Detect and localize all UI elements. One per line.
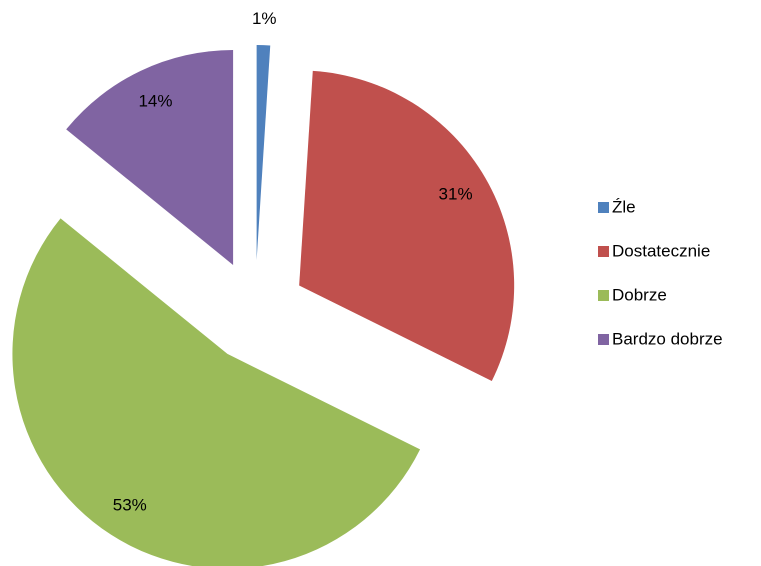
legend-label: Dobrze	[612, 285, 667, 304]
legend-swatch	[598, 246, 609, 257]
legend-swatch	[598, 202, 609, 213]
data-label: 14%	[138, 91, 172, 110]
pie-slice	[256, 45, 271, 261]
legend-swatch	[598, 290, 609, 301]
pie-slice	[12, 218, 421, 566]
legend-label: Dostatecznie	[612, 241, 710, 260]
pie: 1% 31% 53% 14%	[12, 9, 515, 566]
legend-label: Bardzo dobrze	[612, 329, 723, 348]
data-label: 31%	[439, 185, 473, 204]
data-label: 1%	[252, 9, 277, 28]
legend-label: Źle	[612, 197, 636, 216]
pie-slice	[66, 49, 234, 265]
legend: Źle Dostatecznie Dobrze Bardzo dobrze	[598, 197, 723, 348]
data-label: 53%	[113, 495, 147, 514]
pie-slice	[299, 70, 515, 381]
legend-swatch	[598, 334, 609, 345]
